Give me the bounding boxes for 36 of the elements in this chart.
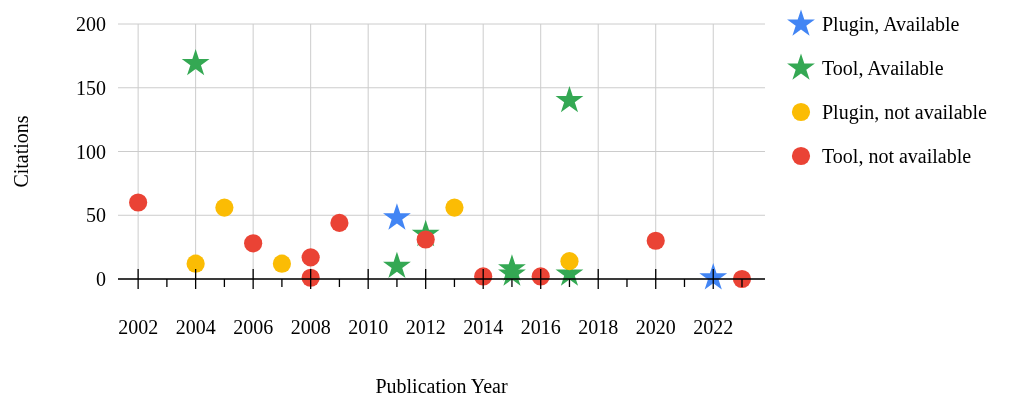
point — [383, 251, 411, 279]
legend-label: Tool, Available — [822, 57, 944, 79]
point — [646, 231, 665, 250]
point — [560, 252, 579, 271]
x-tick-label: 2004 — [175, 316, 216, 338]
y-axis-title: Citations — [10, 115, 32, 188]
y-tick-label: 150 — [76, 76, 106, 99]
point — [186, 254, 205, 273]
point — [555, 85, 584, 113]
y-tick-label: 50 — [86, 204, 106, 227]
x-tick-label: 2022 — [693, 316, 734, 338]
x-tick-label: 2014 — [463, 316, 504, 338]
point — [383, 203, 411, 230]
point — [330, 213, 349, 232]
point — [129, 193, 148, 212]
y-tick-label: 0 — [96, 268, 106, 290]
x-tick-label: 2008 — [290, 316, 331, 338]
x-tick-label: 2018 — [578, 316, 619, 338]
point — [244, 234, 263, 253]
x-tick-label: 2020 — [635, 316, 676, 338]
y-tick-label: 100 — [76, 140, 106, 163]
point — [272, 254, 291, 273]
x-tick-label: 2016 — [520, 316, 561, 338]
point — [301, 248, 320, 267]
y-tick-label: 200 — [76, 13, 106, 35]
legend-label: Tool, not available — [822, 145, 972, 167]
point — [445, 198, 464, 217]
x-tick-label: 2006 — [233, 316, 274, 338]
x-tick-label: 2012 — [405, 316, 446, 338]
legend-label: Plugin, Available — [822, 13, 960, 36]
point — [215, 198, 234, 217]
point — [181, 48, 210, 76]
legend-label: Plugin, not available — [822, 101, 988, 124]
x-axis-title: Publication Year — [375, 375, 508, 397]
x-tick-label: 2010 — [348, 316, 389, 338]
x-tick-label: 2002 — [118, 316, 159, 338]
